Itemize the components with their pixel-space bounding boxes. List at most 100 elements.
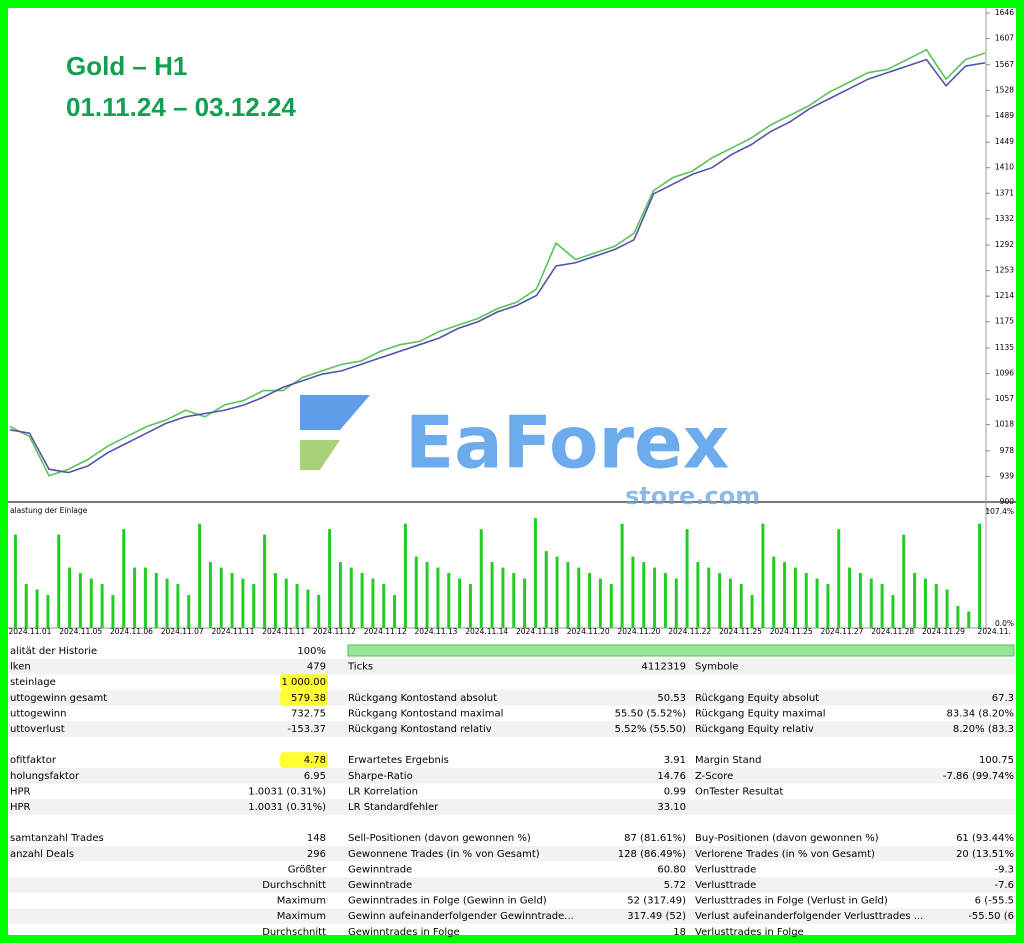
report-cell: steinlage — [10, 677, 56, 688]
y-tick-label: 0.0% — [995, 619, 1014, 628]
logo-shape — [300, 440, 340, 470]
row-stripe — [8, 690, 1016, 706]
bar — [447, 573, 451, 628]
bar — [425, 562, 429, 628]
chart-title: alastung der Einlage — [10, 506, 88, 515]
report-cell: 6 (-55.5 — [975, 896, 1014, 907]
y-tick-label: 1253 — [995, 266, 1014, 275]
bar — [241, 578, 245, 628]
bar — [978, 523, 982, 628]
report-cell: uttoverlust — [10, 724, 65, 735]
bar — [967, 611, 971, 628]
bar — [78, 573, 82, 628]
y-tick-label: 1135 — [995, 343, 1014, 352]
report-cell: 6.95 — [304, 771, 326, 782]
bar — [577, 567, 581, 628]
bar — [436, 567, 440, 628]
report-cell: Verlusttrade — [695, 880, 756, 891]
report-cell: Gewinn aufeinanderfolgender Gewinntrade.… — [348, 911, 574, 922]
report-cell: LR Standardfehler — [348, 802, 439, 813]
bar — [57, 534, 61, 628]
bar — [945, 589, 949, 628]
bar — [739, 584, 743, 628]
report-cell: 1 000.00 — [281, 677, 326, 688]
bar — [761, 523, 765, 628]
bar — [923, 578, 927, 628]
x-tick-label: 2024.11.27 — [821, 627, 864, 636]
bar — [934, 584, 938, 628]
x-tick-label: 2024.11.13 — [415, 627, 458, 636]
bar — [685, 529, 689, 628]
y-tick-label: 1528 — [995, 85, 1014, 94]
bar — [143, 567, 147, 628]
report-cell: holungsfaktor — [10, 771, 80, 782]
y-tick-label: 1646 — [995, 8, 1014, 17]
report-cell: Gewonnene Trades (in % von Gesamt) — [348, 849, 540, 860]
x-tick-label: 2024.11.01 — [9, 627, 52, 636]
report-cell: Verlust aufeinanderfolgender Verlusttrad… — [695, 911, 923, 922]
bar — [631, 556, 635, 628]
report-cell: 0.99 — [664, 786, 686, 797]
report-cell: Rückgang Kontostand maximal — [348, 708, 503, 719]
bar — [393, 595, 397, 628]
bar — [696, 562, 700, 628]
bar — [501, 567, 505, 628]
highlight — [280, 674, 328, 691]
overlay-title: Gold – H1 — [66, 51, 187, 81]
report-cell: 20 (13.51% — [956, 849, 1014, 860]
report-cell: -55.50 (6 — [968, 911, 1014, 922]
bar — [858, 573, 862, 628]
bar — [588, 573, 592, 628]
report-cell: Sell-Positionen (davon gewonnen %) — [348, 833, 531, 844]
report-cell: 67.3 — [992, 693, 1014, 704]
report-cell: HPR — [10, 802, 31, 813]
report-cell: Maximum — [277, 911, 326, 922]
report-cell: Maximum — [277, 896, 326, 907]
bar — [663, 573, 667, 628]
x-tick-label: 2024.11.20 — [618, 627, 661, 636]
bar — [533, 518, 537, 628]
bar — [783, 562, 787, 628]
x-tick-label: 2024.11.07 — [161, 627, 204, 636]
highlight — [280, 752, 328, 769]
overlay-period: 01.11.24 – 03.12.24 — [66, 92, 296, 122]
report-cell: samtanzahl Trades — [10, 833, 104, 844]
report-cell: 100.75 — [979, 755, 1014, 766]
bar — [468, 584, 472, 628]
bar — [230, 573, 234, 628]
bar — [880, 584, 884, 628]
report-cell: 50.53 — [657, 693, 686, 704]
report-cell: 732.75 — [291, 708, 326, 719]
report-cell: Durchschnitt — [262, 880, 326, 891]
y-tick-label: 1449 — [995, 137, 1014, 146]
report-cell: Durchschnitt — [262, 927, 326, 938]
report-cell: Gewinntrades in Folge — [348, 927, 460, 938]
report-cell: 479 — [307, 662, 326, 673]
row-stripe — [8, 846, 1016, 862]
row-stripe — [8, 768, 1016, 784]
report-cell: 5.72 — [664, 880, 686, 891]
report-cell: 100% — [297, 646, 326, 657]
report-cell: uttogewinn — [10, 708, 66, 719]
bar — [566, 562, 570, 628]
progress-bar — [347, 644, 1015, 657]
report-cell: 8.20% (83.3 — [953, 724, 1014, 735]
bar — [523, 578, 527, 628]
x-tick-label: 2024.11.29 — [922, 627, 965, 636]
report-cell: alität der Historie — [10, 646, 97, 657]
report-cell: Sharpe-Ratio — [348, 771, 413, 782]
bar — [187, 595, 191, 628]
report-cell: HPR — [10, 786, 31, 797]
bar — [902, 534, 906, 628]
bar — [219, 567, 223, 628]
x-tick-label: 2024.11.06 — [110, 627, 153, 636]
bar — [598, 578, 602, 628]
y-tick-label: 978 — [1000, 446, 1015, 455]
bar — [414, 556, 418, 628]
x-tick-label: 2024.11.14 — [465, 627, 508, 636]
row-stripe — [8, 799, 1016, 815]
row-stripe — [8, 877, 1016, 893]
report-cell: Rückgang Equity maximal — [695, 708, 825, 719]
x-tick-label: 2024.11.18 — [516, 627, 559, 636]
